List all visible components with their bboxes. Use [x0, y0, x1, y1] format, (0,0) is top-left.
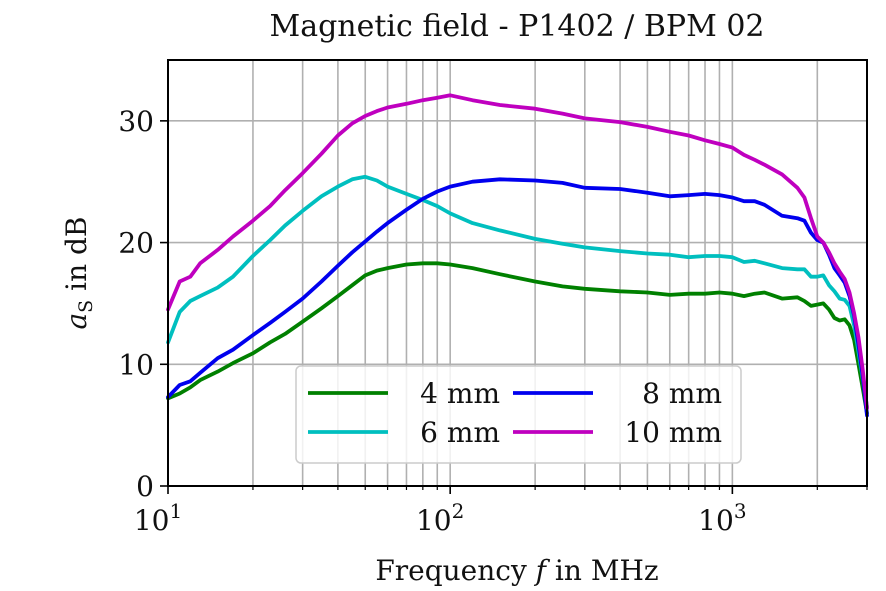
series-layer — [166, 93, 869, 418]
y-tick-label: 10 — [118, 348, 154, 381]
x-axis-label: Frequency f in MHz — [375, 554, 658, 587]
series-line — [166, 261, 869, 415]
series-line — [166, 93, 869, 411]
legend-box — [295, 365, 742, 464]
y-tick-label: 30 — [118, 105, 154, 138]
chart-title: Magnetic field - P1402 / BPM 02 — [269, 9, 764, 44]
x-tick-label-exp: 3 — [734, 499, 747, 523]
y-axis-label-var: a — [60, 313, 93, 330]
x-tick-label-base: 10 — [134, 504, 170, 537]
y-axis-label-sub: S — [75, 300, 97, 313]
x-tick-label: 101 — [134, 499, 182, 537]
x-tick-label: 102 — [416, 499, 464, 537]
legend: 4 mm 6 mm 8 mm 10 mm — [295, 365, 742, 464]
legend-label: 10 mm — [624, 416, 722, 449]
x-tick-label-base: 10 — [416, 504, 452, 537]
legend-label: 6 mm — [420, 416, 500, 449]
x-tick-label: 103 — [698, 499, 746, 537]
legend-label: 8 mm — [642, 377, 722, 410]
x-tick-label-exp: 2 — [452, 499, 465, 523]
x-tick-label-exp: 1 — [169, 499, 182, 523]
legend-label: 4 mm — [420, 377, 500, 410]
y-axis-label: aS in dB — [60, 216, 97, 329]
y-axis-label-post: in dB — [60, 216, 93, 299]
y-tick-label: 0 — [136, 470, 154, 503]
y-tick-label: 20 — [118, 227, 154, 260]
x-tick-label-base: 10 — [698, 504, 734, 537]
plot-frame — [167, 59, 868, 487]
x-axis-label-post: in MHz — [546, 554, 659, 587]
x-axis-label-pre: Frequency — [375, 554, 535, 587]
series-line — [166, 174, 869, 409]
